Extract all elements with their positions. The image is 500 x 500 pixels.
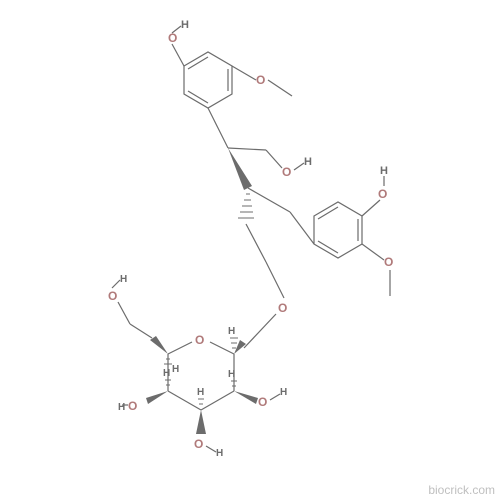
- c5-h: H: [172, 364, 179, 375]
- wedge-hashed-1: [238, 194, 254, 218]
- ring-o: O: [195, 333, 204, 347]
- c2-oh-h: H: [280, 387, 287, 398]
- atom-o-ome2: O: [384, 255, 393, 269]
- benzene-ring-1: [184, 52, 232, 108]
- c6-o: O: [108, 289, 117, 303]
- atom-h-1: H: [181, 19, 189, 31]
- benzene-ring-2: [314, 202, 362, 258]
- c2-wedge: [234, 391, 258, 404]
- watermark-text: biocrick.com: [428, 483, 495, 497]
- c3-o: O: [194, 437, 203, 451]
- c4-wedge: [146, 391, 168, 404]
- atom-h-2: H: [380, 165, 388, 177]
- methoxy-2: O: [362, 244, 393, 296]
- sugar-c4: O H H: [118, 368, 171, 413]
- watermark: biocrick.com: [428, 483, 495, 497]
- atom-o-ome1: O: [256, 73, 265, 87]
- phenol-oh-2: O H: [362, 165, 388, 216]
- atom-o-2: O: [378, 187, 387, 201]
- c1-h-label: H: [228, 326, 235, 337]
- sugar-c2: O H H: [228, 369, 287, 409]
- phenol-oh-1: O H: [168, 19, 189, 66]
- sugar-c1-stereo: H: [228, 326, 246, 354]
- central-chain: O H O: [228, 148, 314, 348]
- wedge-solid-1: [228, 148, 252, 190]
- c4-oh-h: H: [118, 402, 125, 413]
- c2-o: O: [258, 395, 267, 409]
- benzyl-1: [208, 108, 228, 148]
- c5-wedge: [150, 336, 168, 354]
- c3-oh-h: H: [216, 448, 223, 459]
- c6-oh-h: H: [120, 274, 127, 285]
- atom-h-ch2oh: H: [304, 156, 312, 168]
- c1-h-hash: [230, 338, 238, 348]
- molecule-canvas: biocrick.com O H O O H: [0, 0, 500, 500]
- c3-h: H: [197, 387, 204, 398]
- sugar-c3: O H H: [194, 387, 223, 459]
- glycosidic-o: O: [278, 301, 287, 315]
- atom-o-ch2oh: O: [282, 165, 291, 179]
- c4-h: H: [163, 368, 170, 379]
- c2-h: H: [228, 369, 235, 380]
- c3-wedge: [196, 410, 206, 434]
- methoxy-1: O: [232, 66, 292, 96]
- c4-o: O: [128, 399, 137, 413]
